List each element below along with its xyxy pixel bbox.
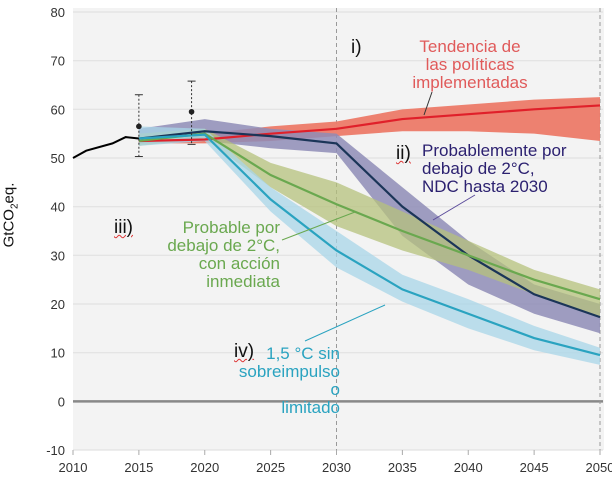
label-line: las políticas <box>425 55 515 74</box>
line-iv <box>138 133 601 357</box>
x-tick-label: 2025 <box>256 460 285 475</box>
band-ii <box>138 119 600 334</box>
y-tick-label: 50 <box>51 151 65 166</box>
x-tick-label: 2040 <box>454 460 483 475</box>
x-tick-label: 2015 <box>124 460 153 475</box>
label-i: Tendencia de las políticas implementadas <box>380 38 560 92</box>
label-line: Probable por <box>182 218 280 237</box>
band-iv <box>138 126 600 365</box>
leader-line-i <box>423 91 433 116</box>
band-iii <box>138 128 600 317</box>
label-line: NDC hasta 2030 <box>422 177 548 196</box>
label-line: Tendencia de <box>419 37 521 56</box>
label-line: con acción <box>198 254 280 273</box>
label-line: debajo de 2°C, <box>422 159 535 178</box>
error-bar-point <box>136 123 142 130</box>
x-tick-label: 2050 <box>586 460 612 475</box>
y-tick-label: 10 <box>51 346 65 361</box>
y-tick-label: 60 <box>51 102 65 117</box>
y-axis-label: GtCO2eq. <box>0 182 21 248</box>
label-line: debajo de 2°C, <box>167 236 280 255</box>
label-line: sobreimpulso o <box>238 362 340 399</box>
x-tick-label: 2035 <box>388 460 417 475</box>
label-iv-number: iv) <box>234 341 255 362</box>
leader-line-iv <box>304 304 386 342</box>
label-iii: Probable por debajo de 2°C, con acción i… <box>110 219 280 291</box>
label-iii-number: iii) <box>114 217 133 238</box>
y-tick-label: 30 <box>51 248 65 263</box>
historical-line <box>72 136 139 159</box>
line-ii <box>138 130 601 319</box>
label-line: Probablemente por <box>422 141 567 160</box>
x-tick-label: 2020 <box>190 460 219 475</box>
y-tick-label: 70 <box>51 54 65 69</box>
leader-line-iii <box>281 211 356 241</box>
x-tick-label: 2045 <box>520 460 549 475</box>
y-tick-label: 0 <box>58 394 65 409</box>
x-tick-label: 2030 <box>322 460 351 475</box>
plot-area <box>73 8 604 450</box>
x-tick-label: 2010 <box>59 460 88 475</box>
label-line: implementadas <box>412 73 528 92</box>
label-i-number: i) <box>351 37 362 58</box>
label-ii: Probablemente por debajo de 2°C, NDC has… <box>422 142 612 196</box>
error-bar-point <box>188 108 195 115</box>
line-iii <box>138 132 601 301</box>
label-line: inmediata <box>206 272 280 291</box>
y-tick-label: 20 <box>51 297 65 312</box>
label-ii-number: ii) <box>396 143 411 164</box>
label-line: 1,5 °C sin <box>266 344 340 363</box>
label-iv: 1,5 °C sin sobreimpulso o limitado <box>230 345 340 417</box>
line-i <box>138 104 601 143</box>
y-tick-label: 80 <box>51 5 65 20</box>
y-tick-label: 40 <box>51 200 65 215</box>
leader-line-ii <box>432 194 476 221</box>
label-line: limitado <box>281 398 340 417</box>
y-tick-label: -10 <box>46 443 65 458</box>
